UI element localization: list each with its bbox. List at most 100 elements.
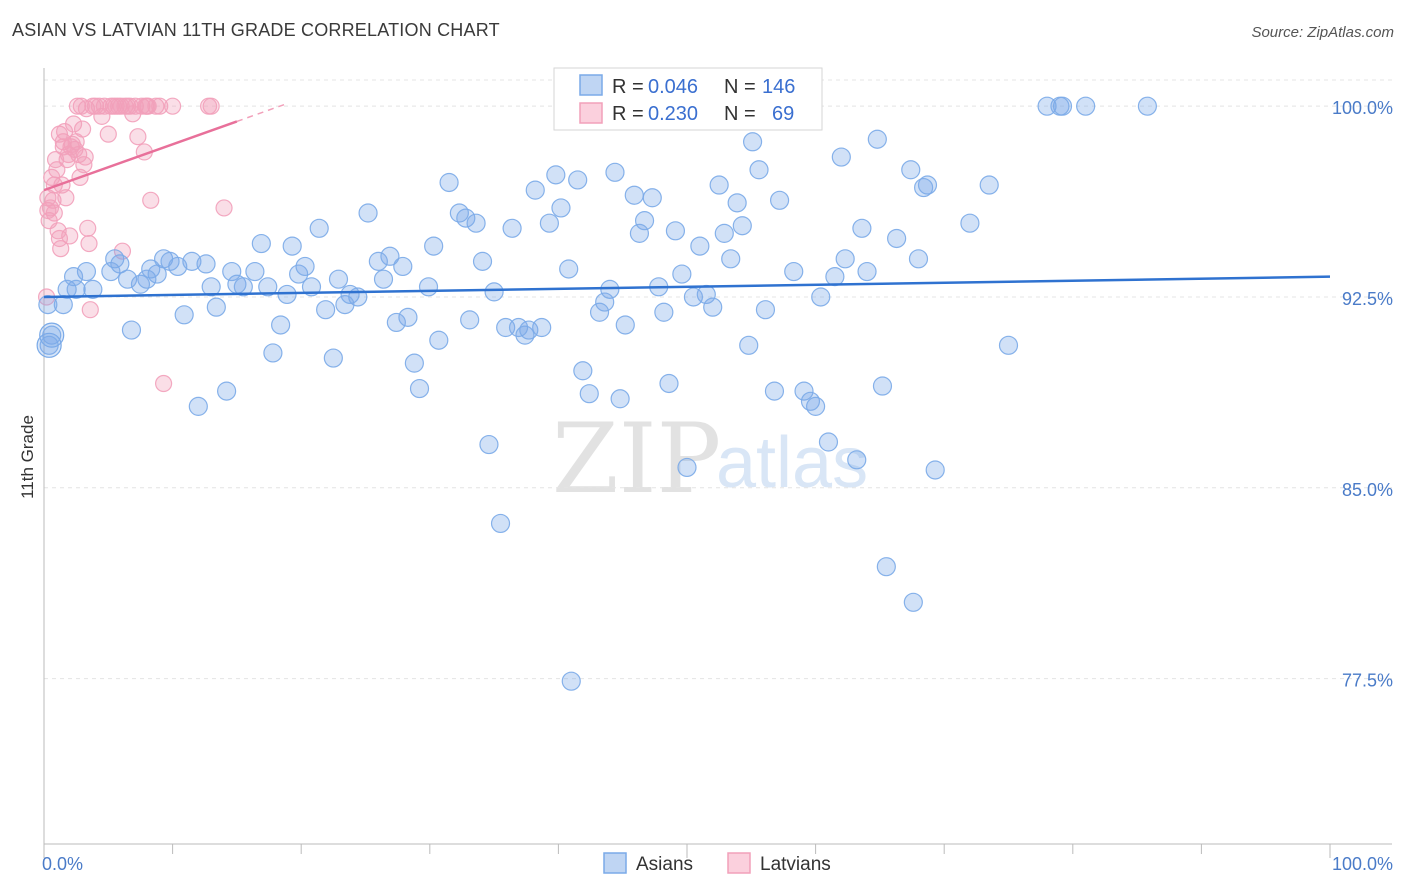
legend: R = 0.046 N = 146 R = 0.230 N = 69 <box>553 67 823 131</box>
asian-point <box>472 251 493 271</box>
asian-point <box>271 315 291 335</box>
asian-point <box>449 203 469 223</box>
asian-point <box>690 236 710 256</box>
asian-point <box>672 264 692 284</box>
asian-point <box>36 332 62 358</box>
asian-point <box>479 434 499 455</box>
asian-point <box>654 302 674 322</box>
asian-point <box>121 320 142 340</box>
latvian-point <box>154 374 173 393</box>
asian-point <box>409 378 430 399</box>
asian-point <box>732 216 752 236</box>
asian-point <box>887 228 907 249</box>
legend-n-label-asians: N = <box>724 76 756 98</box>
asian-point <box>847 450 867 470</box>
asian-point <box>217 381 237 401</box>
asian-point <box>998 335 1019 355</box>
asian-point <box>404 353 424 373</box>
asian-point <box>831 147 851 167</box>
asian-point <box>1076 96 1096 116</box>
asian-point <box>727 193 747 213</box>
axes <box>43 68 1392 858</box>
asian-point <box>659 373 679 394</box>
latvian-point <box>48 161 66 179</box>
latvian-point <box>57 189 75 207</box>
asian-point <box>460 310 480 330</box>
legend-r-label-asians: R = <box>612 76 644 98</box>
asian-point <box>595 292 615 312</box>
asian-point <box>456 208 476 228</box>
asian-point <box>373 269 394 289</box>
asian-point <box>393 256 413 277</box>
asian-point <box>624 185 644 205</box>
asian-point <box>141 259 161 279</box>
source-label: Source: ZipAtlas.com <box>1251 24 1394 41</box>
x-tick-label-max: 100.0% <box>1332 854 1393 874</box>
bottom-legend: Asians Latvians <box>603 852 831 875</box>
latvian-point <box>80 234 98 253</box>
y-tick-label-0: 77.5% <box>1342 671 1393 691</box>
asian-point <box>561 671 581 691</box>
asian-point <box>282 236 302 256</box>
asian-point <box>546 165 566 185</box>
asian-point <box>182 251 202 271</box>
asian-point <box>835 249 855 269</box>
asian-point <box>515 325 535 345</box>
bottom-legend-swatch-asians <box>603 852 627 874</box>
asian-point <box>629 223 650 243</box>
legend-n-label-latvians: N = <box>724 103 756 125</box>
asian-point <box>130 274 151 294</box>
asian-point <box>76 261 97 282</box>
latvian-point <box>52 240 70 258</box>
asian-point <box>358 203 378 223</box>
asian-point <box>323 348 343 368</box>
asian-point <box>174 305 194 325</box>
asian-point <box>1050 96 1070 116</box>
asian-point <box>245 261 265 282</box>
asian-point <box>615 315 635 335</box>
asian-point <box>579 384 599 404</box>
asian-point <box>917 175 938 195</box>
asian-point <box>901 160 921 180</box>
asian-point <box>368 251 388 271</box>
asian-point <box>610 389 630 409</box>
asian-point <box>805 396 826 416</box>
asian-point <box>340 284 360 305</box>
legend-r-value-asians: 0.046 <box>648 76 698 98</box>
asian-point <box>551 198 571 218</box>
asian-point <box>634 211 655 231</box>
trend-line-latvians-extension <box>236 102 289 123</box>
latvian-point <box>151 97 169 115</box>
asian-point <box>764 381 785 401</box>
asian-point <box>110 254 130 274</box>
asian-point <box>251 233 271 254</box>
watermark-atlas: atlas <box>716 423 868 503</box>
legend-swatch-asians <box>579 74 603 96</box>
latvian-series <box>37 97 233 393</box>
asian-point <box>429 330 449 350</box>
asian-point <box>769 190 790 210</box>
asian-point <box>188 396 208 416</box>
asian-point <box>784 261 804 282</box>
trend-lines <box>43 102 1331 299</box>
trend-line-latvians <box>43 120 238 192</box>
legend-r-value-latvians: 0.230 <box>648 103 698 125</box>
asian-point <box>201 277 221 297</box>
asian-point <box>386 312 406 333</box>
asian-point <box>83 279 103 299</box>
trend-line-asians <box>43 275 1331 299</box>
asian-point <box>301 277 322 297</box>
bottom-legend-label-asians: Asians <box>636 854 693 875</box>
asian-point <box>749 160 769 180</box>
asian-point <box>755 300 776 320</box>
asian-point <box>876 557 896 577</box>
asian-point <box>800 391 821 411</box>
asian-point <box>925 460 945 480</box>
legend-r-label-latvians: R = <box>612 103 644 125</box>
asian-point <box>539 213 559 233</box>
asian-point <box>316 300 336 320</box>
latvian-point <box>215 199 233 217</box>
y-tick-labels: 77.5% 85.0% 92.5% 100.0% <box>1332 98 1393 690</box>
asian-point <box>857 261 877 282</box>
